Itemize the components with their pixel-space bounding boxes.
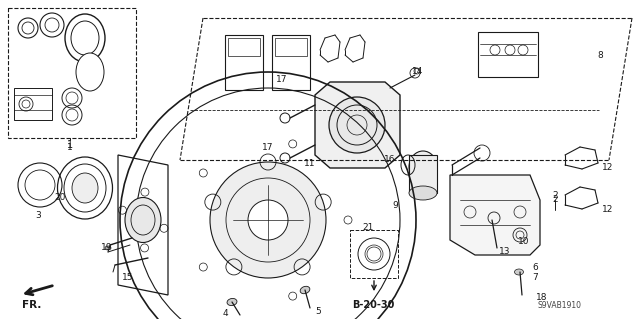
Circle shape [210,162,326,278]
Ellipse shape [105,246,111,250]
Circle shape [248,200,288,240]
Text: 9: 9 [392,201,398,210]
Ellipse shape [72,173,98,203]
Text: 1: 1 [67,140,73,150]
Text: 8: 8 [597,50,603,60]
Bar [275,38,307,56]
Bar [225,35,263,90]
Text: 7: 7 [532,273,538,283]
Bar [8,8,136,138]
Ellipse shape [515,269,524,275]
Text: 1: 1 [67,144,73,152]
Text: B-20-30: B-20-30 [352,300,394,310]
Polygon shape [315,82,400,168]
Text: 2: 2 [552,190,558,199]
Text: 12: 12 [602,205,614,214]
Text: 14: 14 [412,68,424,77]
Text: 20: 20 [54,194,66,203]
Ellipse shape [125,197,161,242]
Text: 12: 12 [602,164,614,173]
Text: FR.: FR. [22,300,42,310]
Circle shape [329,97,385,153]
Ellipse shape [409,151,437,183]
Text: 17: 17 [262,144,274,152]
Text: 17: 17 [276,76,288,85]
Text: 10: 10 [518,238,530,247]
Bar [14,88,52,120]
Text: 16: 16 [384,155,396,165]
Text: 13: 13 [499,248,511,256]
Ellipse shape [409,186,437,200]
Text: 4: 4 [222,308,228,317]
Bar [478,32,538,77]
Text: 6: 6 [532,263,538,272]
Text: 5: 5 [315,308,321,316]
Ellipse shape [227,299,237,306]
Text: S9VAB1910: S9VAB1910 [538,301,582,310]
Text: 21: 21 [362,224,374,233]
Text: 3: 3 [35,211,41,219]
Text: 11: 11 [304,159,316,167]
Bar [350,230,398,278]
Ellipse shape [76,53,104,91]
Bar [272,35,310,90]
Text: 18: 18 [536,293,548,302]
Bar [228,38,260,56]
Bar [409,155,437,193]
Text: 15: 15 [122,273,134,283]
Ellipse shape [300,286,310,294]
Text: 19: 19 [101,243,113,253]
Polygon shape [450,175,540,255]
Text: 2: 2 [552,196,558,204]
